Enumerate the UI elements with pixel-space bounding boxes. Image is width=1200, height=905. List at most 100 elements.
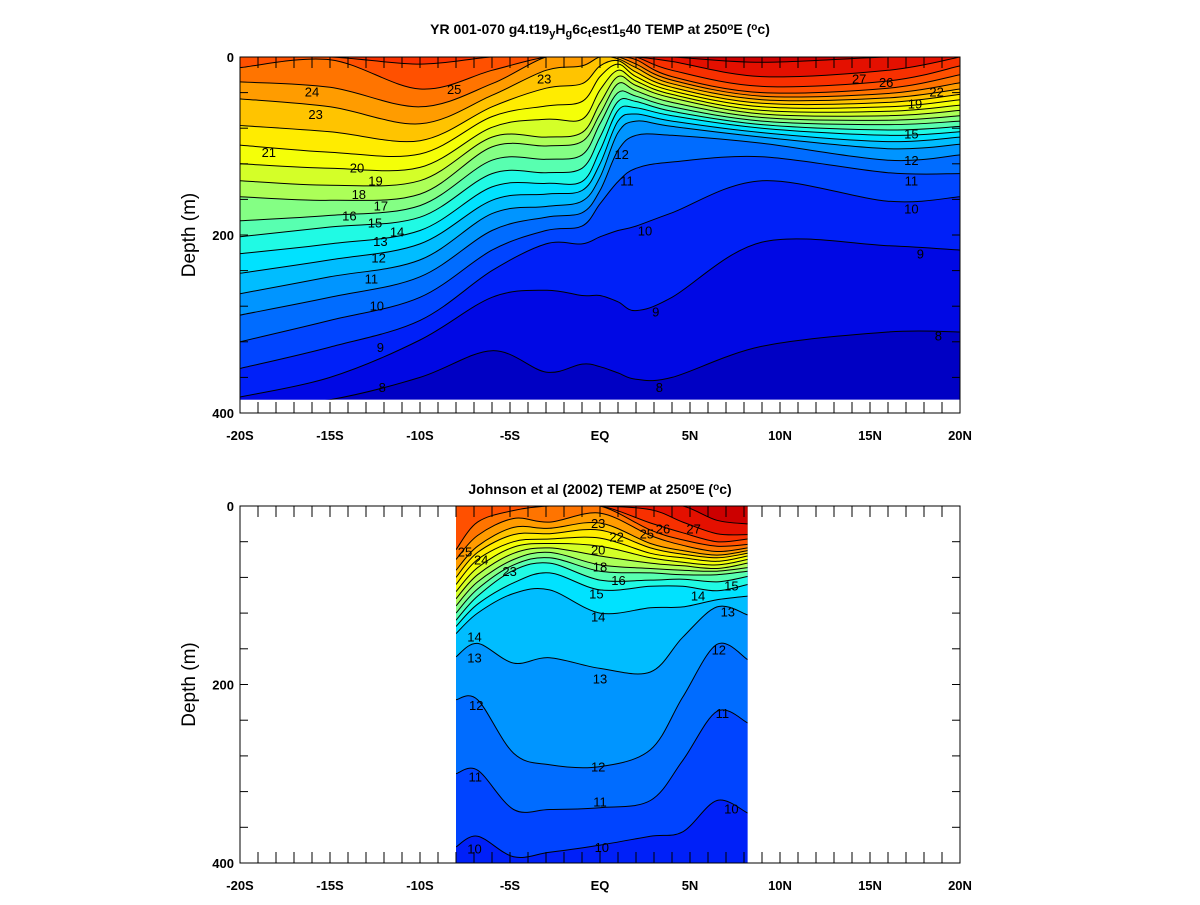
contour-label: 10 bbox=[467, 842, 481, 857]
title-segment: E ( bbox=[695, 481, 713, 497]
x-tick-label: 15N bbox=[858, 878, 882, 893]
contour-label: 19 bbox=[908, 96, 922, 111]
contour-label: 12 bbox=[904, 153, 918, 168]
y-axis-label: Depth (m) bbox=[179, 193, 200, 277]
contour-label: 12 bbox=[469, 698, 483, 713]
contour-label: 10 bbox=[638, 224, 652, 239]
plot-title: Johnson et al (2002) TEMP at 250oE (oc) bbox=[468, 481, 731, 497]
title-segment: est1 bbox=[591, 21, 619, 37]
x-tick-label: EQ bbox=[591, 428, 610, 443]
y-axis-label: Depth (m) bbox=[179, 642, 200, 726]
title-segment: H bbox=[555, 21, 565, 37]
contour-label: 13 bbox=[721, 604, 735, 619]
contour-label: 16 bbox=[342, 208, 356, 223]
contour-label: 27 bbox=[852, 71, 866, 86]
x-tick-label: 20N bbox=[948, 878, 972, 893]
y-tick-label: 400 bbox=[212, 406, 234, 421]
y-tick-label: 400 bbox=[212, 856, 234, 871]
x-tick-label: EQ bbox=[591, 878, 610, 893]
contour-label: 24 bbox=[474, 553, 488, 568]
title-segment: g bbox=[565, 28, 572, 40]
contour-label: 15 bbox=[368, 216, 382, 231]
contour-label: 23 bbox=[308, 107, 322, 122]
x-tick-label: -5S bbox=[500, 428, 521, 443]
contour-label: 27 bbox=[686, 521, 700, 536]
contour-label: 14 bbox=[467, 629, 481, 644]
contour-label: 15 bbox=[904, 127, 918, 142]
title-segment: E ( bbox=[733, 21, 751, 37]
contour-label: 9 bbox=[377, 340, 384, 355]
contour-label: 10 bbox=[595, 840, 609, 855]
contour-label: 8 bbox=[935, 329, 942, 344]
x-tick-label: 20N bbox=[948, 428, 972, 443]
contour-label: 20 bbox=[591, 543, 605, 558]
contour-label: 12 bbox=[712, 643, 726, 658]
x-tick-label: -20S bbox=[226, 428, 254, 443]
x-tick-label: 5N bbox=[682, 428, 699, 443]
x-tick-label: 5N bbox=[682, 878, 699, 893]
contour-label: 11 bbox=[620, 174, 634, 189]
y-tick-label: 200 bbox=[212, 228, 234, 243]
contour-label: 20 bbox=[350, 160, 364, 175]
title-segment: c) bbox=[757, 21, 769, 37]
x-tick-label: -5S bbox=[500, 878, 521, 893]
title-segment: 6c bbox=[572, 21, 588, 37]
contour-label: 9 bbox=[652, 305, 659, 320]
contour-label: 23 bbox=[591, 516, 605, 531]
contour-label: 13 bbox=[373, 234, 387, 249]
contour-label: 21 bbox=[262, 145, 276, 160]
x-tick-label: -15S bbox=[316, 878, 344, 893]
contour-label: 25 bbox=[447, 82, 461, 97]
contour-label: 10 bbox=[724, 802, 738, 817]
plot-title: YR 001-070 g4.t19yHg6ctest1540 TEMP at 2… bbox=[430, 21, 770, 40]
contour-label: 25 bbox=[640, 527, 654, 542]
contour-label: 25 bbox=[458, 545, 472, 560]
contour-label: 8 bbox=[656, 380, 663, 395]
contour-label: 14 bbox=[591, 610, 605, 625]
contour-label: 22 bbox=[929, 85, 943, 100]
contour-label: 11 bbox=[593, 794, 607, 809]
contour-label: 18 bbox=[593, 560, 607, 575]
x-tick-label: -10S bbox=[406, 878, 434, 893]
x-tick-label: -15S bbox=[316, 428, 344, 443]
contour-label: 11 bbox=[905, 174, 919, 189]
contour-label: 16 bbox=[611, 573, 625, 588]
contour-label: 22 bbox=[609, 529, 623, 544]
y-tick-label: 200 bbox=[212, 678, 234, 693]
contour-label: 26 bbox=[656, 521, 670, 536]
title-segment: YR 001-070 g4.t19 bbox=[430, 21, 549, 37]
contour-label: 10 bbox=[904, 201, 918, 216]
temperature-field bbox=[240, 55, 960, 413]
contour-label: 14 bbox=[390, 224, 404, 239]
title-segment: c) bbox=[719, 481, 731, 497]
contour-label: 11 bbox=[469, 769, 483, 784]
contour-label: 23 bbox=[502, 564, 516, 579]
contour-label: 13 bbox=[467, 651, 481, 666]
contour-label: 9 bbox=[917, 247, 924, 262]
contour-label: 12 bbox=[371, 250, 385, 265]
contour-label: 8 bbox=[379, 380, 386, 395]
x-tick-label: -20S bbox=[226, 878, 254, 893]
contour-label: 10 bbox=[370, 298, 384, 313]
contour-label: 15 bbox=[724, 578, 738, 593]
observed-temperature-panel: -20S -15S -10S -5S EQ 5N 10N 15N 20N 0 200 400 Depth… bbox=[179, 481, 972, 893]
contour-label: 17 bbox=[374, 199, 388, 214]
contour-label: 19 bbox=[368, 174, 382, 189]
contour-label: 18 bbox=[352, 187, 366, 202]
title-segment: 40 TEMP at 250 bbox=[626, 21, 728, 37]
x-tick-label: -10S bbox=[406, 428, 434, 443]
x-tick-label: 10N bbox=[768, 878, 792, 893]
y-tick-label: 0 bbox=[227, 499, 234, 514]
x-tick-label: 10N bbox=[768, 428, 792, 443]
contour-label: 12 bbox=[591, 760, 605, 775]
contour-label: 14 bbox=[691, 588, 705, 603]
x-tick-label: 15N bbox=[858, 428, 882, 443]
title-segment: Johnson et al (2002) TEMP at 250 bbox=[468, 481, 689, 497]
contour-label: 13 bbox=[593, 671, 607, 686]
contour-label: 11 bbox=[716, 706, 730, 721]
contour-label: 23 bbox=[537, 71, 551, 86]
contour-label: 11 bbox=[365, 272, 379, 287]
contour-label: 26 bbox=[879, 75, 893, 90]
